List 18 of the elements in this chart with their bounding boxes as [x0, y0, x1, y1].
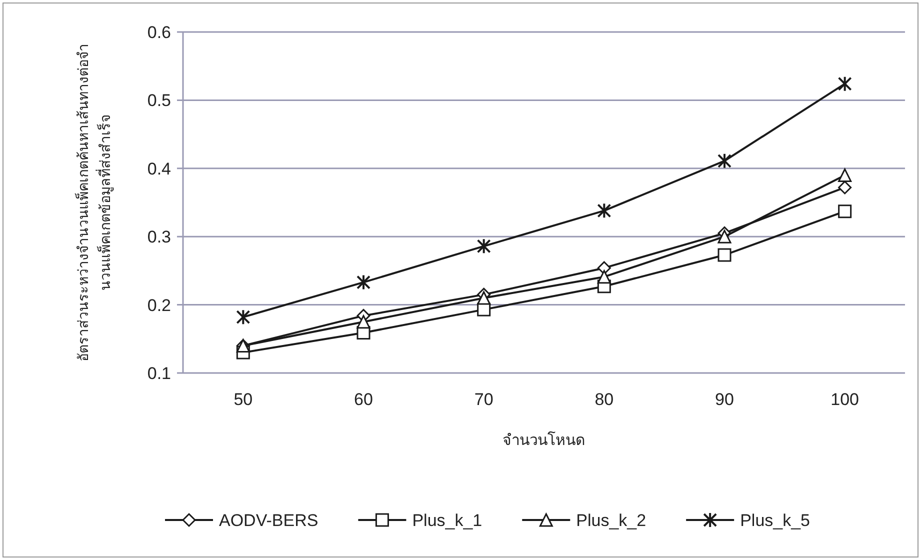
y-axis-title: อัตราส่วนระหว่างจำนวนแพ็คเกตค้นหาเส้นทางต่อจำนวนแพ็คเกตข้อมูลที่ส่งสำเร็จ: [74, 42, 115, 364]
y-tick-label: 0.4: [147, 159, 171, 178]
x-tick-label: 60: [354, 390, 373, 409]
x-axis-title: จำนวนโหนด: [502, 431, 586, 449]
y-tick-label: 0.2: [147, 296, 171, 315]
legend-label: Plus_k_5: [740, 511, 810, 530]
x-tick-label: 90: [715, 390, 734, 409]
y-tick-label: 0.3: [147, 228, 171, 247]
x-tick-label: 80: [594, 390, 614, 409]
y-tick-label: 0.1: [147, 364, 171, 383]
y-tick-label: 0.6: [147, 23, 171, 42]
x-tick-label: 70: [474, 390, 494, 409]
legend-label: AODV-BERS: [219, 511, 318, 530]
legend-label: Plus_k_2: [576, 511, 646, 530]
x-tick-label: 50: [234, 390, 253, 409]
x-tick-label: 100: [830, 390, 860, 409]
y-tick-label: 0.5: [147, 91, 171, 110]
legend-label: Plus_k_1: [412, 511, 482, 530]
